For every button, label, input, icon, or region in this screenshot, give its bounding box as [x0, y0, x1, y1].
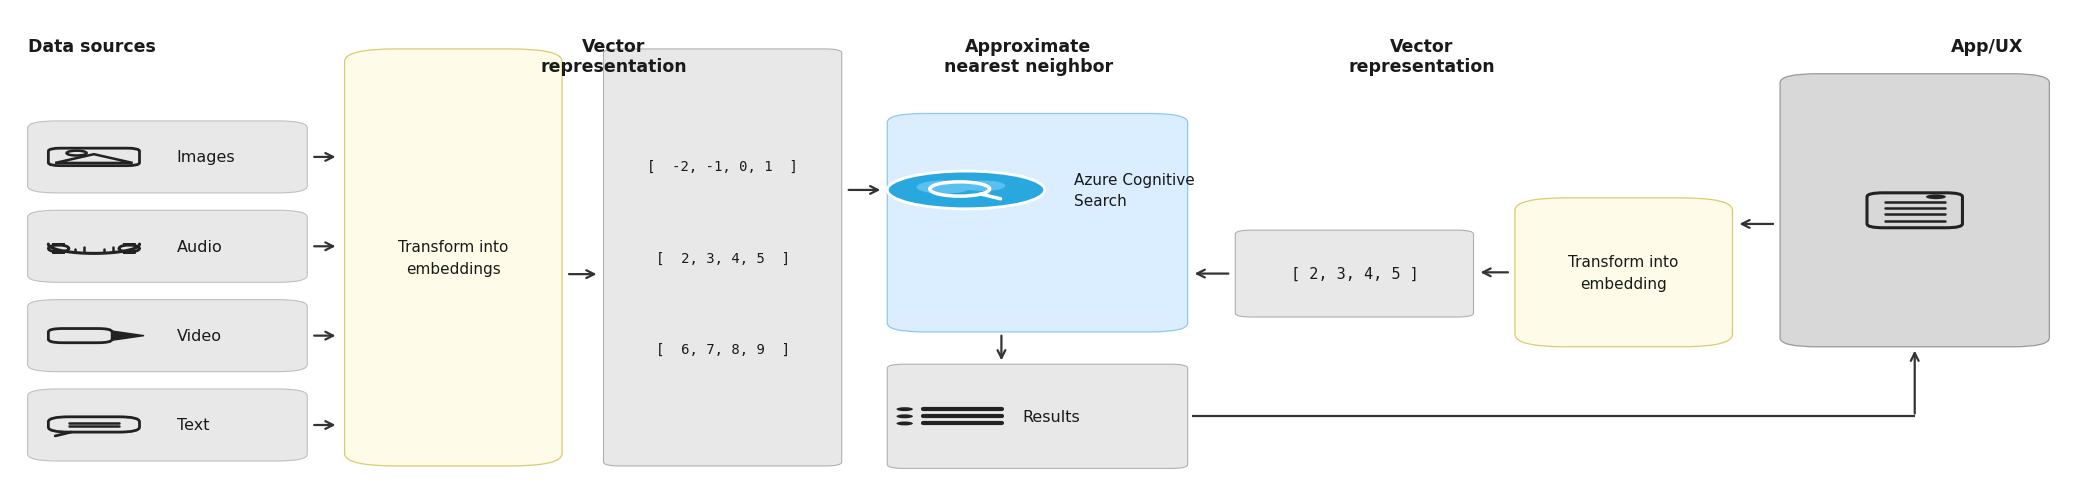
FancyBboxPatch shape: [27, 389, 307, 461]
Circle shape: [887, 172, 1045, 209]
FancyBboxPatch shape: [1514, 198, 1732, 347]
Circle shape: [962, 181, 1005, 192]
Text: [  2, 3, 4, 5  ]: [ 2, 3, 4, 5 ]: [656, 251, 789, 265]
Circle shape: [897, 414, 914, 418]
FancyBboxPatch shape: [27, 122, 307, 193]
Text: [  6, 7, 8, 9  ]: [ 6, 7, 8, 9 ]: [656, 343, 789, 357]
Text: Vector
representation: Vector representation: [1348, 38, 1495, 76]
FancyBboxPatch shape: [1236, 230, 1473, 318]
Text: App/UX: App/UX: [1950, 38, 2023, 56]
Text: [  -2, -1, 0, 1  ]: [ -2, -1, 0, 1 ]: [648, 159, 798, 173]
Text: [ 2, 3, 4, 5 ]: [ 2, 3, 4, 5 ]: [1290, 267, 1419, 282]
FancyBboxPatch shape: [345, 50, 563, 466]
Text: Azure Cognitive
Search: Azure Cognitive Search: [1074, 172, 1194, 208]
Circle shape: [897, 422, 914, 425]
Circle shape: [1925, 195, 1946, 200]
Text: Transform into
embeddings: Transform into embeddings: [399, 239, 509, 277]
Text: Transform into
embedding: Transform into embedding: [1568, 254, 1678, 292]
Circle shape: [897, 407, 914, 411]
Text: Results: Results: [1022, 409, 1080, 424]
Text: Vector
representation: Vector representation: [540, 38, 687, 76]
FancyBboxPatch shape: [887, 114, 1188, 332]
Text: Images: Images: [177, 150, 235, 165]
FancyBboxPatch shape: [1780, 75, 2050, 347]
FancyBboxPatch shape: [887, 364, 1188, 468]
Text: Text: Text: [177, 418, 210, 433]
Text: Audio: Audio: [177, 239, 222, 255]
FancyBboxPatch shape: [604, 50, 841, 466]
Text: Video: Video: [177, 329, 222, 344]
Circle shape: [916, 181, 972, 194]
FancyBboxPatch shape: [27, 211, 307, 283]
Polygon shape: [112, 331, 143, 341]
FancyBboxPatch shape: [27, 300, 307, 372]
Text: Data sources: Data sources: [27, 38, 156, 56]
Text: Approximate
nearest neighbor: Approximate nearest neighbor: [943, 38, 1113, 76]
